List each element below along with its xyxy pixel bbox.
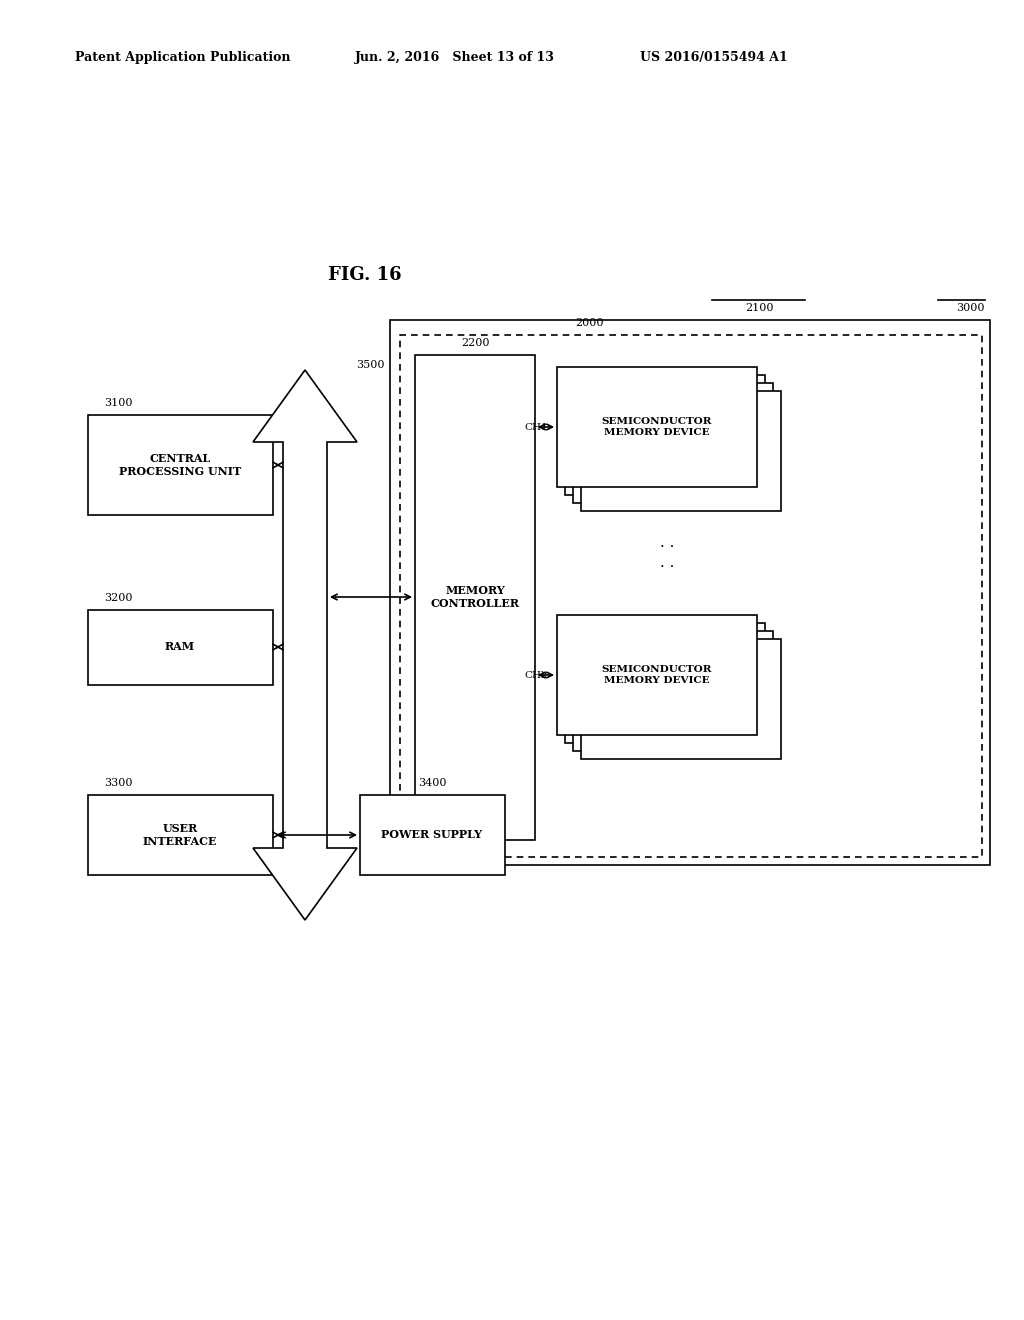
Bar	[581, 639, 781, 759]
Text: FIG. 16: FIG. 16	[328, 267, 401, 284]
Bar	[557, 615, 757, 735]
Text: 3300: 3300	[103, 777, 132, 788]
Text: . .: . .	[659, 556, 674, 570]
Bar	[581, 391, 781, 511]
Text: 2200: 2200	[461, 338, 489, 348]
Text: MEMORY
CONTROLLER: MEMORY CONTROLLER	[430, 585, 519, 609]
Text: RAM: RAM	[165, 642, 195, 652]
Text: 3100: 3100	[103, 399, 132, 408]
Bar	[415, 355, 535, 840]
Bar	[565, 375, 765, 495]
Text: 2100: 2100	[745, 304, 774, 313]
Bar	[573, 383, 773, 503]
Bar	[565, 623, 765, 743]
Bar	[88, 414, 273, 515]
Polygon shape	[253, 370, 357, 920]
Text: 3200: 3200	[103, 593, 132, 603]
Text: . .: . .	[659, 536, 674, 550]
Bar	[360, 795, 505, 875]
Bar	[88, 610, 273, 685]
Text: Patent Application Publication: Patent Application Publication	[75, 51, 291, 65]
Text: CENTRAL
PROCESSING UNIT: CENTRAL PROCESSING UNIT	[119, 453, 241, 477]
Text: CHk: CHk	[524, 671, 548, 680]
Bar	[400, 335, 982, 857]
Bar	[88, 795, 273, 875]
Text: 2000: 2000	[575, 318, 604, 327]
Text: US 2016/0155494 A1: US 2016/0155494 A1	[640, 51, 787, 65]
Text: 3400: 3400	[418, 777, 446, 788]
Bar	[573, 631, 773, 751]
Text: POWER SUPPLY: POWER SUPPLY	[381, 829, 482, 841]
Text: 3500: 3500	[355, 360, 384, 370]
Text: USER
INTERFACE: USER INTERFACE	[142, 824, 217, 847]
Text: 3000: 3000	[956, 304, 985, 313]
Text: Jun. 2, 2016   Sheet 13 of 13: Jun. 2, 2016 Sheet 13 of 13	[355, 51, 555, 65]
Bar	[390, 319, 990, 865]
Text: CH1: CH1	[524, 422, 548, 432]
Text: SEMICONDUCTOR
MEMORY DEVICE: SEMICONDUCTOR MEMORY DEVICE	[602, 665, 713, 685]
Text: SEMICONDUCTOR
MEMORY DEVICE: SEMICONDUCTOR MEMORY DEVICE	[602, 417, 713, 437]
Bar	[557, 367, 757, 487]
